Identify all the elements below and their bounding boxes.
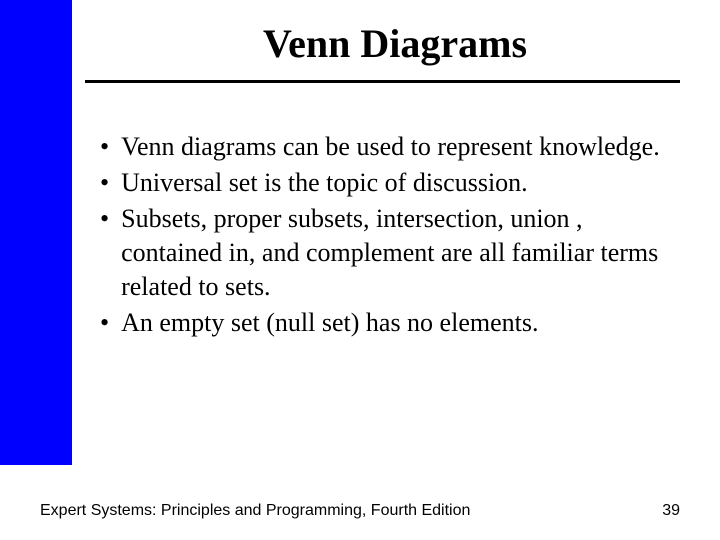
bullet-text: Venn diagrams can be used to represent k…: [121, 130, 660, 164]
bullet-item: • Subsets, proper subsets, intersection,…: [100, 202, 670, 304]
slide-title: Venn Diagrams: [75, 20, 715, 67]
bullet-marker: •: [100, 306, 109, 340]
bullet-item: • An empty set (null set) has no element…: [100, 306, 670, 340]
content-area: • Venn diagrams can be used to represent…: [100, 130, 670, 342]
footer-page-number: 39: [662, 502, 680, 520]
footer-source: Expert Systems: Principles and Programmi…: [40, 502, 470, 520]
bullet-marker: •: [100, 130, 109, 164]
bullet-item: • Venn diagrams can be used to represent…: [100, 130, 670, 164]
title-underline: [85, 80, 680, 83]
bullet-marker: •: [100, 166, 109, 200]
bullet-text: An empty set (null set) has no elements.: [121, 306, 538, 340]
sidebar-accent: [0, 0, 72, 465]
bullet-text: Subsets, proper subsets, intersection, u…: [121, 202, 670, 304]
footer: Expert Systems: Principles and Programmi…: [40, 502, 680, 520]
bullet-item: • Universal set is the topic of discussi…: [100, 166, 670, 200]
bullet-marker: •: [100, 202, 109, 236]
title-area: Venn Diagrams: [75, 20, 715, 77]
bullet-text: Universal set is the topic of discussion…: [121, 166, 528, 200]
